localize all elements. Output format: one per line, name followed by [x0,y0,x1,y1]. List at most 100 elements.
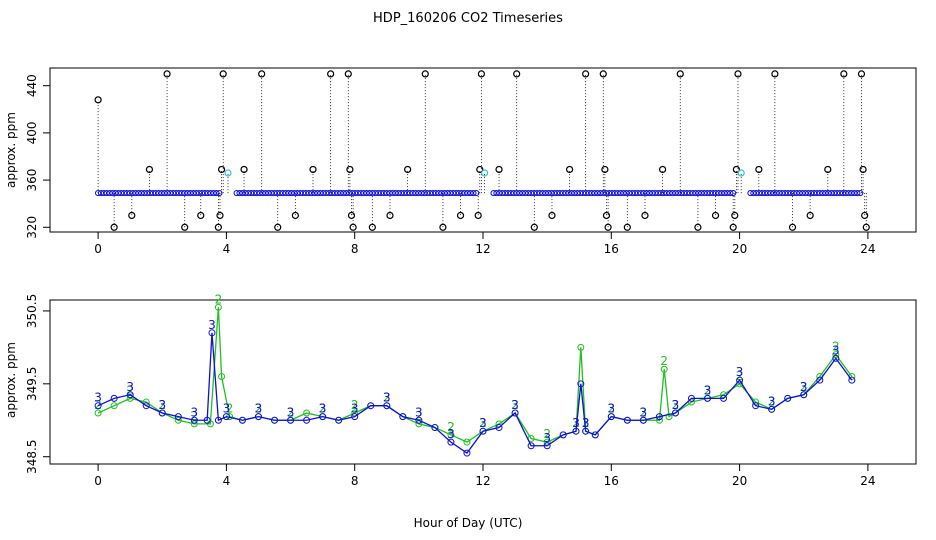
baseline-point [253,189,260,197]
baseline-point [499,189,506,197]
spike-point [291,211,299,220]
baseline-point [351,189,359,197]
baseline-point [97,189,105,197]
spike-point [788,223,797,231]
baseline-point [660,189,667,197]
series-point [447,431,455,439]
baseline-point [175,189,183,197]
baseline-point [444,189,451,197]
series-point [110,394,118,402]
series-point-label: 3 [255,402,263,416]
baseline-point [473,189,480,197]
baseline-point [565,189,572,197]
baseline-point [545,189,552,197]
series-point-label: 3 [208,318,216,332]
spike-point [771,70,779,78]
series-point [303,416,311,424]
baseline-point [429,189,437,197]
series-point [832,354,840,362]
baseline-point [588,189,595,197]
series-point [203,416,211,424]
baseline-point [190,189,197,197]
baseline-point [758,189,766,197]
baseline-point [109,189,116,197]
series-point [577,343,585,351]
baseline-point [663,189,670,197]
baseline-point [626,189,633,197]
baseline-point [461,189,468,197]
baseline-point [701,189,708,197]
top-y-tick-label: 320 [25,216,39,239]
spike-point [474,211,482,220]
baseline-point [819,189,826,197]
baseline-point [455,189,463,197]
series-point [463,449,471,457]
baseline-point [822,189,829,197]
series-point-label: 2 [255,402,263,416]
spike-point [604,223,612,231]
baseline-point [513,189,520,197]
series-point [319,413,327,421]
baseline-point [242,189,249,197]
series-point [559,431,567,439]
cyan-point [481,169,489,177]
baseline-point [311,189,318,197]
baseline-point [129,189,136,197]
series-point-label: 3 [94,391,102,405]
baseline-point [530,189,538,197]
baseline-point [377,189,385,197]
spike-point [641,211,649,220]
series-point [720,394,728,402]
baseline-point [833,189,841,197]
baseline-point [799,189,806,197]
series-point [660,365,668,373]
series-point-label: 3 [351,402,359,416]
spike-point [599,70,607,78]
baseline-point [669,189,676,197]
spike-point [344,70,352,78]
spike-point [197,211,205,220]
bottom-y-tick-label: 349.5 [25,367,39,401]
baseline-point [196,189,203,197]
top-x-tick-label: 12 [475,242,490,256]
spike-point [862,223,870,231]
baseline-point [207,189,214,197]
baseline-point [308,189,315,197]
series-point [623,416,631,424]
spike-point [274,223,282,231]
baseline-point [655,189,662,197]
baseline-point [178,189,185,197]
baseline-point [562,189,569,197]
bottom-x-tick-label: 8 [351,474,359,488]
series-point [582,427,590,435]
spike-point [346,165,354,174]
series-point [238,416,246,424]
top-y-tick-label: 400 [25,121,39,144]
baseline-point [594,189,601,197]
baseline-point [556,189,564,197]
spike-point [857,70,866,78]
top-y-axis-label: approx. ppm [4,112,18,188]
series-point [447,438,455,446]
spike-point [258,70,266,78]
spike-point [806,211,814,220]
baseline-point [548,189,555,197]
baseline-point [851,189,858,197]
baseline-point [681,189,688,197]
baseline-point [467,189,474,197]
spike-point [347,211,356,220]
baseline-point [704,189,711,197]
baseline-point [825,189,832,197]
spike-point [110,223,118,231]
series-point-label: 2 [415,409,423,423]
baseline-point [553,189,561,197]
baseline-point [291,189,298,197]
series-point [335,416,343,424]
series-point-label: 2 [543,427,551,441]
baseline-point [320,189,327,197]
baseline-point [571,189,578,197]
baseline-point [828,189,835,197]
baseline-point [577,189,584,197]
bottom-y-tick-label: 350.5 [25,294,39,328]
bottom-plot-frame [49,299,917,465]
